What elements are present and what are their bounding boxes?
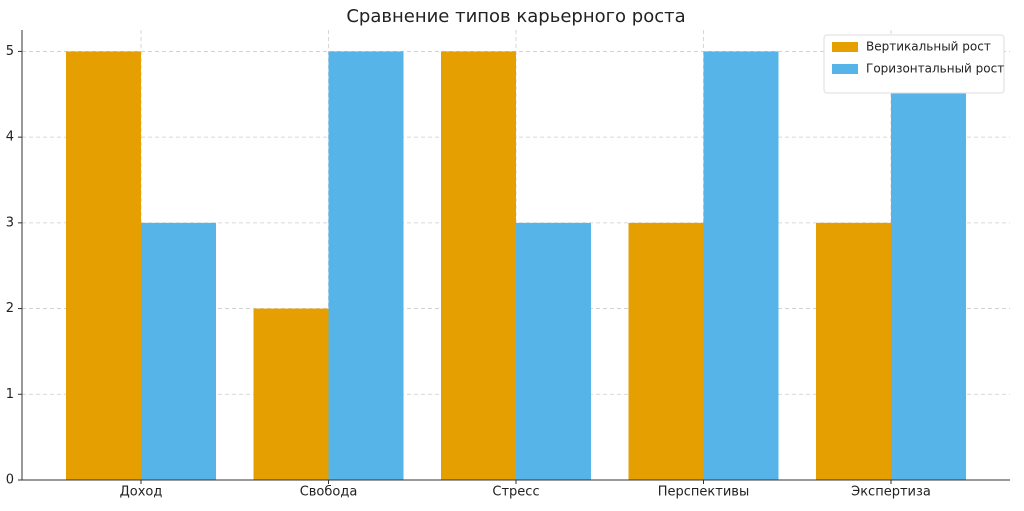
chart-title: Сравнение типов карьерного роста (346, 6, 685, 27)
legend-swatch (832, 42, 858, 52)
x-tick-label: Экспертиза (851, 485, 931, 500)
bar (66, 51, 141, 481)
y-tick-label: 3 (6, 215, 14, 230)
bar (816, 222, 891, 480)
legend-box (823, 34, 1005, 94)
bar (703, 51, 779, 481)
legend-label: Вертикальный рост (866, 40, 991, 54)
legend-label: Горизонтальный рост (866, 62, 1004, 76)
bar (891, 51, 966, 481)
bar (441, 51, 516, 481)
x-tick-label: Стресс (492, 485, 539, 500)
bar (253, 308, 329, 480)
y-tick-label: 0 (6, 473, 14, 488)
y-tick-label: 2 (6, 301, 14, 316)
legend: Вертикальный рост Горизонтальный рост (823, 34, 1005, 94)
bar (628, 222, 704, 480)
y-tick-label: 4 (6, 130, 14, 145)
x-tick-label: Свобода (300, 485, 358, 500)
x-tick-label: Доход (120, 485, 163, 500)
legend-swatch (832, 64, 858, 74)
bar (328, 51, 404, 481)
y-tick-label: 5 (6, 44, 14, 59)
bar (141, 222, 216, 480)
y-tick-label: 1 (6, 387, 14, 402)
x-tick-label: Перспективы (658, 485, 749, 500)
bar (516, 222, 591, 480)
